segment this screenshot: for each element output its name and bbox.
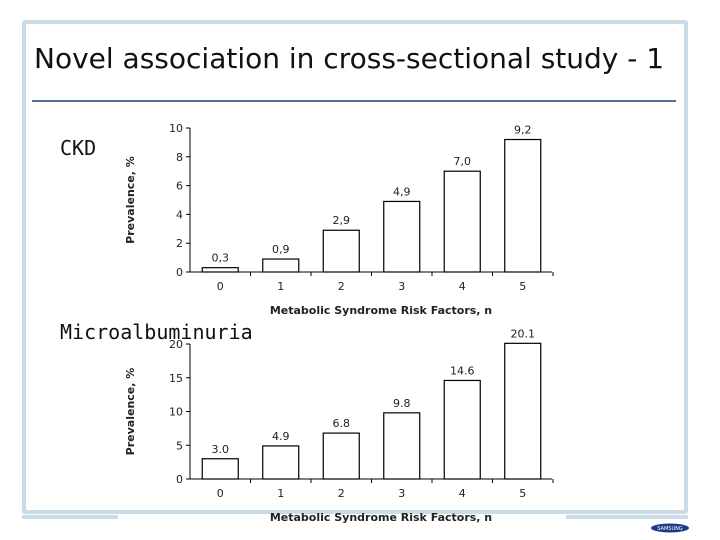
x-tick-label: 5 (519, 280, 526, 293)
bar (504, 138, 542, 273)
y-tick-label: 0 (176, 266, 183, 279)
bar (322, 432, 360, 480)
bar (262, 445, 300, 480)
slide-title: Novel association in cross-sectional stu… (34, 42, 665, 75)
data-label: 20.1 (511, 327, 536, 340)
data-label: 6.8 (333, 417, 351, 430)
y-tick-label: 2 (176, 237, 183, 250)
data-label: 3.0 (212, 443, 230, 456)
bar (383, 412, 421, 480)
y-tick-label: 10 (169, 122, 183, 135)
x-tick-label: 1 (277, 280, 284, 293)
x-tick-label: 4 (459, 280, 466, 293)
data-label: 9,2 (514, 124, 532, 137)
x-tick-label: 2 (338, 280, 345, 293)
y-tick-label: 0 (176, 473, 183, 486)
logo-text: SAMSUNG (657, 526, 683, 532)
y-axis-label: Prevalence, % (124, 368, 137, 456)
y-tick-label: 10 (169, 406, 183, 419)
x-tick-label: 0 (217, 487, 224, 500)
y-tick-label: 6 (176, 180, 183, 193)
microalbuminuria-label: Microalbuminuria (60, 320, 253, 344)
x-tick-label: 2 (338, 487, 345, 500)
bar (201, 267, 239, 273)
bar (443, 170, 481, 273)
data-label: 2,9 (333, 214, 351, 227)
y-tick-label: 5 (176, 439, 183, 452)
data-label: 14.6 (450, 364, 475, 377)
frame-bottom-left (22, 515, 118, 519)
data-label: 7,0 (454, 155, 472, 168)
y-tick-label: 20 (169, 338, 183, 351)
y-tick-label: 4 (176, 208, 183, 221)
ckd-label: CKD (60, 136, 97, 160)
y-tick-label: 8 (176, 151, 183, 164)
y-axis-label: Prevalence, % (124, 156, 137, 244)
x-tick-label: 3 (398, 280, 405, 293)
data-label: 4.9 (272, 430, 290, 443)
x-axis-label: Metabolic Syndrome Risk Factors, n (270, 304, 492, 317)
bar (201, 458, 239, 480)
data-label: 4,9 (393, 185, 411, 198)
x-tick-label: 3 (398, 487, 405, 500)
samsung-logo-icon: SAMSUNG (651, 523, 689, 533)
title-divider (32, 100, 676, 102)
x-tick-label: 5 (519, 487, 526, 500)
x-tick-label: 1 (277, 487, 284, 500)
bar (262, 258, 300, 273)
y-tick-label: 15 (169, 372, 183, 385)
x-tick-label: 4 (459, 487, 466, 500)
frame-bottom-right (566, 515, 688, 519)
x-tick-label: 0 (217, 280, 224, 293)
bar (504, 342, 542, 480)
bar (383, 200, 421, 273)
slide-frame (22, 20, 688, 514)
data-label: 0,9 (272, 243, 290, 256)
x-axis-label: Metabolic Syndrome Risk Factors, n (270, 511, 492, 524)
data-label: 0,3 (212, 252, 230, 265)
bar (443, 379, 481, 480)
bar (322, 229, 360, 273)
data-label: 9.8 (393, 397, 411, 410)
